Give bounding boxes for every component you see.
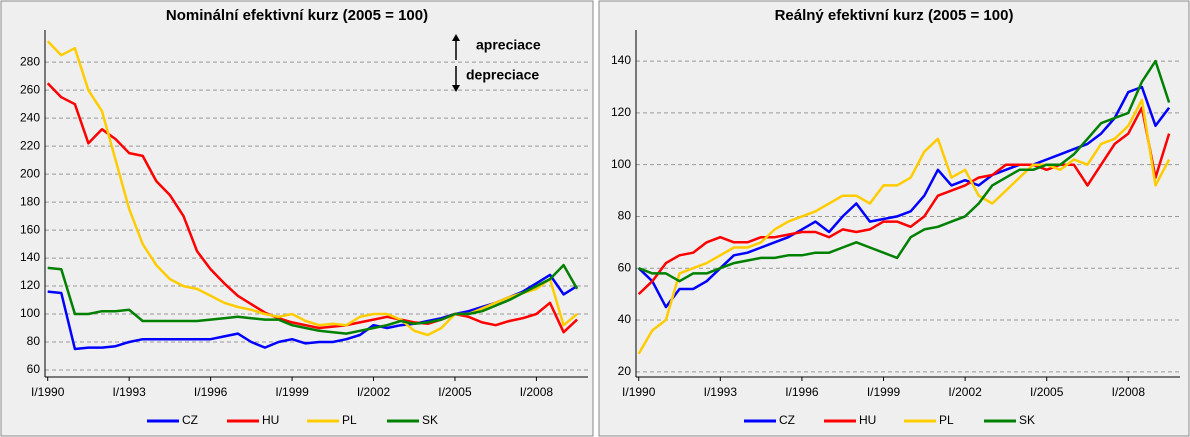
x-tick-label: I/2008 (520, 385, 554, 399)
y-tick-label: 200 (20, 166, 40, 180)
legend-label: CZ (182, 413, 198, 427)
legend-label: SK (422, 413, 438, 427)
x-tick-label: I/1993 (704, 385, 738, 399)
x-tick-label: I/2008 (1112, 385, 1146, 399)
y-tick-label: 100 (611, 157, 631, 171)
legend-label: HU (859, 413, 876, 427)
y-tick-label: 140 (611, 53, 631, 67)
y-tick-label: 40 (618, 312, 632, 326)
y-tick-label: 260 (20, 82, 40, 96)
y-tick-label: 280 (20, 54, 40, 68)
legend-label: PL (939, 413, 954, 427)
legend-label: PL (342, 413, 357, 427)
chart-title: Nominální efektivní kurz (2005 = 100) (166, 7, 428, 24)
series-line (46, 40, 578, 337)
y-tick-label: 120 (611, 105, 631, 119)
y-tick-label: 60 (618, 260, 632, 274)
annotation: depreciace (466, 67, 539, 83)
arrow-head (452, 85, 460, 92)
x-tick-label: I/2005 (1030, 385, 1064, 399)
chart-title: Reálný efektivní kurz (2005 = 100) (775, 7, 1014, 24)
legend-label: SK (1019, 413, 1035, 427)
y-tick-label: 20 (618, 364, 632, 378)
y-tick-label: 60 (27, 362, 41, 376)
x-tick-label: I/1999 (275, 385, 309, 399)
x-tick-label: I/2002 (948, 385, 982, 399)
panel (0, 0, 594, 437)
x-tick-label: I/1996 (194, 385, 228, 399)
series-line (637, 98, 1171, 355)
series-line (637, 106, 1171, 296)
x-tick-label: I/1990 (622, 385, 656, 399)
y-tick-label: 180 (20, 194, 40, 208)
y-tick-label: 80 (27, 334, 41, 348)
legend-label: CZ (779, 413, 795, 427)
x-tick-label: I/1999 (867, 385, 901, 399)
y-tick-label: 240 (20, 110, 40, 124)
y-tick-label: 80 (618, 209, 632, 223)
x-tick-label: I/2002 (357, 385, 391, 399)
x-tick-label: I/2005 (438, 385, 472, 399)
x-tick-label: I/1993 (112, 385, 146, 399)
series-line (46, 82, 578, 334)
arrow-head (452, 34, 460, 41)
x-tick-label: I/1996 (785, 385, 819, 399)
x-tick-label: I/1990 (31, 385, 65, 399)
legend-label: HU (262, 413, 279, 427)
y-tick-label: 220 (20, 138, 40, 152)
series-line (47, 263, 579, 335)
y-tick-label: 160 (20, 222, 40, 236)
panel (598, 0, 1190, 437)
series-line (638, 59, 1171, 283)
y-tick-label: 100 (20, 306, 40, 320)
annotation: apreciace (476, 37, 541, 53)
y-tick-label: 120 (20, 278, 40, 292)
y-tick-label: 140 (20, 250, 40, 264)
